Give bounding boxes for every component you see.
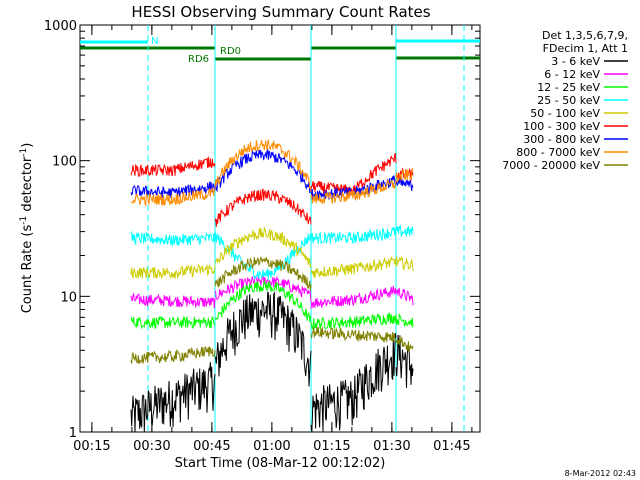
series-line: [214, 147, 312, 194]
legend-entry-label: 100 - 300 keV: [523, 120, 600, 133]
footer-timestamp: 8-Mar-2012 02:43: [565, 469, 636, 478]
attenuator-state-bars: RD0 RD6 N: [80, 36, 480, 65]
x-tick-label: 01:30: [373, 439, 410, 454]
series-line: [310, 179, 397, 204]
series-line: [130, 156, 216, 178]
series-line: [395, 255, 414, 272]
legend: Det 1,3,5,6,7,9,FDecim 1, Att 13 - 6 keV…: [502, 29, 628, 172]
series-line: [214, 275, 312, 303]
legend-entry-label: 800 - 7000 keV: [516, 146, 600, 159]
series-line: [214, 226, 312, 269]
count-rate-series: [130, 139, 414, 433]
legend-header: FDecim 1, Att 1: [543, 42, 628, 55]
series-line: [214, 280, 312, 323]
x-tick-label: 00:30: [133, 439, 170, 454]
series-line: [214, 188, 312, 227]
y-tick-label: 100: [52, 155, 77, 170]
series-line: [130, 292, 216, 309]
series-line: [130, 264, 216, 280]
y-tick-label: 10: [60, 290, 77, 305]
x-tick-label: 00:15: [73, 439, 110, 454]
series-line: [310, 256, 397, 279]
series-line: [310, 152, 397, 197]
plot-axes: [79, 24, 481, 433]
legend-entry-label: 3 - 6 keV: [551, 55, 600, 68]
series-line: [214, 291, 312, 387]
series-line: [214, 255, 312, 292]
series-line: [214, 139, 312, 192]
series-line: [130, 315, 216, 330]
plot-frame: [79, 24, 481, 433]
x-tick-label: 01:15: [313, 439, 350, 454]
series-line: [130, 362, 216, 433]
series-line: [130, 186, 215, 207]
series-line: [395, 313, 414, 328]
series-line: [395, 288, 414, 306]
series-line: [395, 336, 414, 352]
legend-entry-label: 6 - 12 keV: [544, 68, 600, 81]
legend-entry-label: 25 - 50 keV: [537, 94, 600, 107]
legend-entry-label: 300 - 800 keV: [523, 133, 600, 146]
x-tick-label: 01:00: [253, 439, 290, 454]
legend-entry-label: 7000 - 20000 keV: [502, 159, 600, 172]
x-axis-ticks: 00:15 00:30 00:45 01:00 01:15 01:30 01:45: [73, 25, 473, 454]
n-label: N: [151, 36, 158, 47]
x-tick-label: 01:45: [433, 439, 470, 454]
x-tick-label: 00:45: [193, 439, 230, 454]
series-line: [310, 226, 397, 245]
y-tick-label: 1: [69, 426, 77, 441]
series-line: [395, 334, 414, 388]
series-line: [130, 345, 216, 365]
rd0-label: RD0: [220, 46, 241, 57]
series-line: [310, 311, 397, 331]
series-line: [310, 333, 397, 433]
rd6-label: RD6: [188, 54, 209, 65]
series-line: [395, 168, 414, 183]
series-line: [395, 224, 414, 237]
legend-header: Det 1,3,5,6,7,9,: [542, 29, 628, 42]
y-axis-label: Count Rate (s-1 detector-1): [19, 143, 35, 314]
series-line: [310, 285, 397, 309]
series-line: [310, 326, 397, 343]
y-axis-ticks: 1 10 100 1000: [44, 19, 480, 441]
legend-entry-label: 50 - 100 keV: [530, 107, 600, 120]
legend-entry-label: 12 - 25 keV: [537, 81, 600, 94]
chart-title: HESSI Observing Summary Count Rates: [131, 3, 430, 21]
y-tick-label: 1000: [44, 19, 77, 34]
x-axis-label: Start Time (08-Mar-12 00:12:02): [175, 456, 386, 471]
series-line: [395, 178, 414, 192]
series-line: [130, 230, 216, 248]
